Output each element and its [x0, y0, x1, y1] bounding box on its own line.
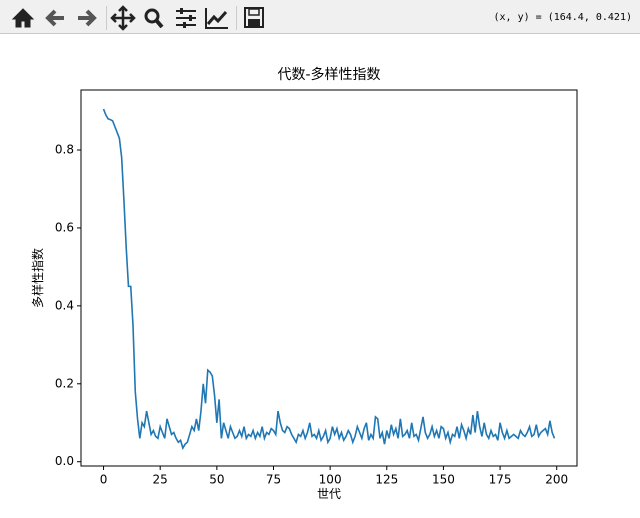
x-axis-label: 世代 — [317, 487, 341, 501]
x-tick-label: 25 — [153, 473, 168, 487]
y-tick-label: 0.4 — [55, 298, 74, 312]
plot-area — [80, 89, 578, 467]
pan-button[interactable] — [110, 5, 136, 31]
x-tick-label: 125 — [375, 473, 398, 487]
y-tick-label: 0.0 — [55, 454, 74, 468]
save-button[interactable] — [244, 7, 264, 28]
x-tick-label: 200 — [545, 473, 568, 487]
x-tick-label: 0 — [100, 473, 108, 487]
configure-button[interactable] — [176, 8, 196, 28]
edit-axes-button[interactable] — [205, 8, 228, 29]
back-button[interactable] — [45, 9, 64, 27]
home-button[interactable] — [11, 8, 35, 28]
x-tick-label: 50 — [209, 473, 224, 487]
y-axis-label: 多样性指数 — [30, 248, 45, 308]
zoom-button[interactable] — [144, 8, 164, 29]
y-tick-label: 0.6 — [55, 220, 74, 234]
y-tick-label: 0.2 — [55, 376, 74, 390]
x-tick-label: 100 — [319, 473, 342, 487]
forward-button[interactable] — [78, 9, 97, 27]
x-tick-label: 150 — [432, 473, 455, 487]
x-tick-label: 175 — [489, 473, 512, 487]
chart-title: 代数-多样性指数 — [277, 66, 380, 83]
x-tick-label: 75 — [266, 473, 281, 487]
data-line — [102, 108, 556, 451]
y-tick-label: 0.8 — [55, 143, 74, 157]
cursor-coords: (x, y) = (164.4, 0.421) — [494, 12, 632, 23]
